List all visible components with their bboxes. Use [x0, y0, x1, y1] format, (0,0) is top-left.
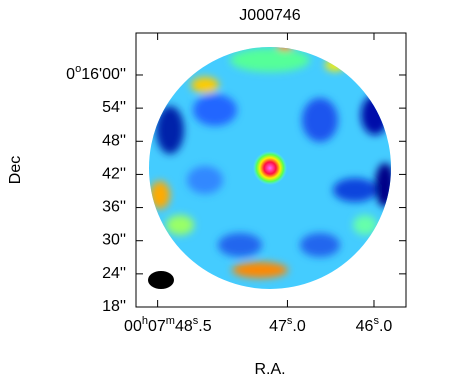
x-tick-label: 00h07m48s.5	[124, 315, 212, 335]
y-tick-label: 24''	[102, 265, 126, 282]
x-tick-label: 47s.0	[269, 315, 306, 335]
x-axis-label: R.A.	[254, 361, 285, 378]
y-tick-label: 30''	[102, 232, 126, 249]
y-axis-label: Dec	[7, 156, 24, 184]
intensity-map	[149, 47, 391, 289]
y-tick-label: 36''	[102, 199, 126, 216]
y-tick-label: 48''	[102, 132, 126, 149]
plot-frame	[135, 32, 407, 308]
beam	[148, 271, 174, 289]
chart-title: J000746	[239, 7, 300, 24]
x-tick-label: 46s.0	[356, 315, 393, 335]
y-tick-label: 42''	[102, 166, 126, 183]
y-tick-label: 0o16'00''	[66, 63, 126, 83]
y-tick-label: 18''	[102, 298, 126, 315]
y-tick-label: 54''	[102, 99, 126, 116]
